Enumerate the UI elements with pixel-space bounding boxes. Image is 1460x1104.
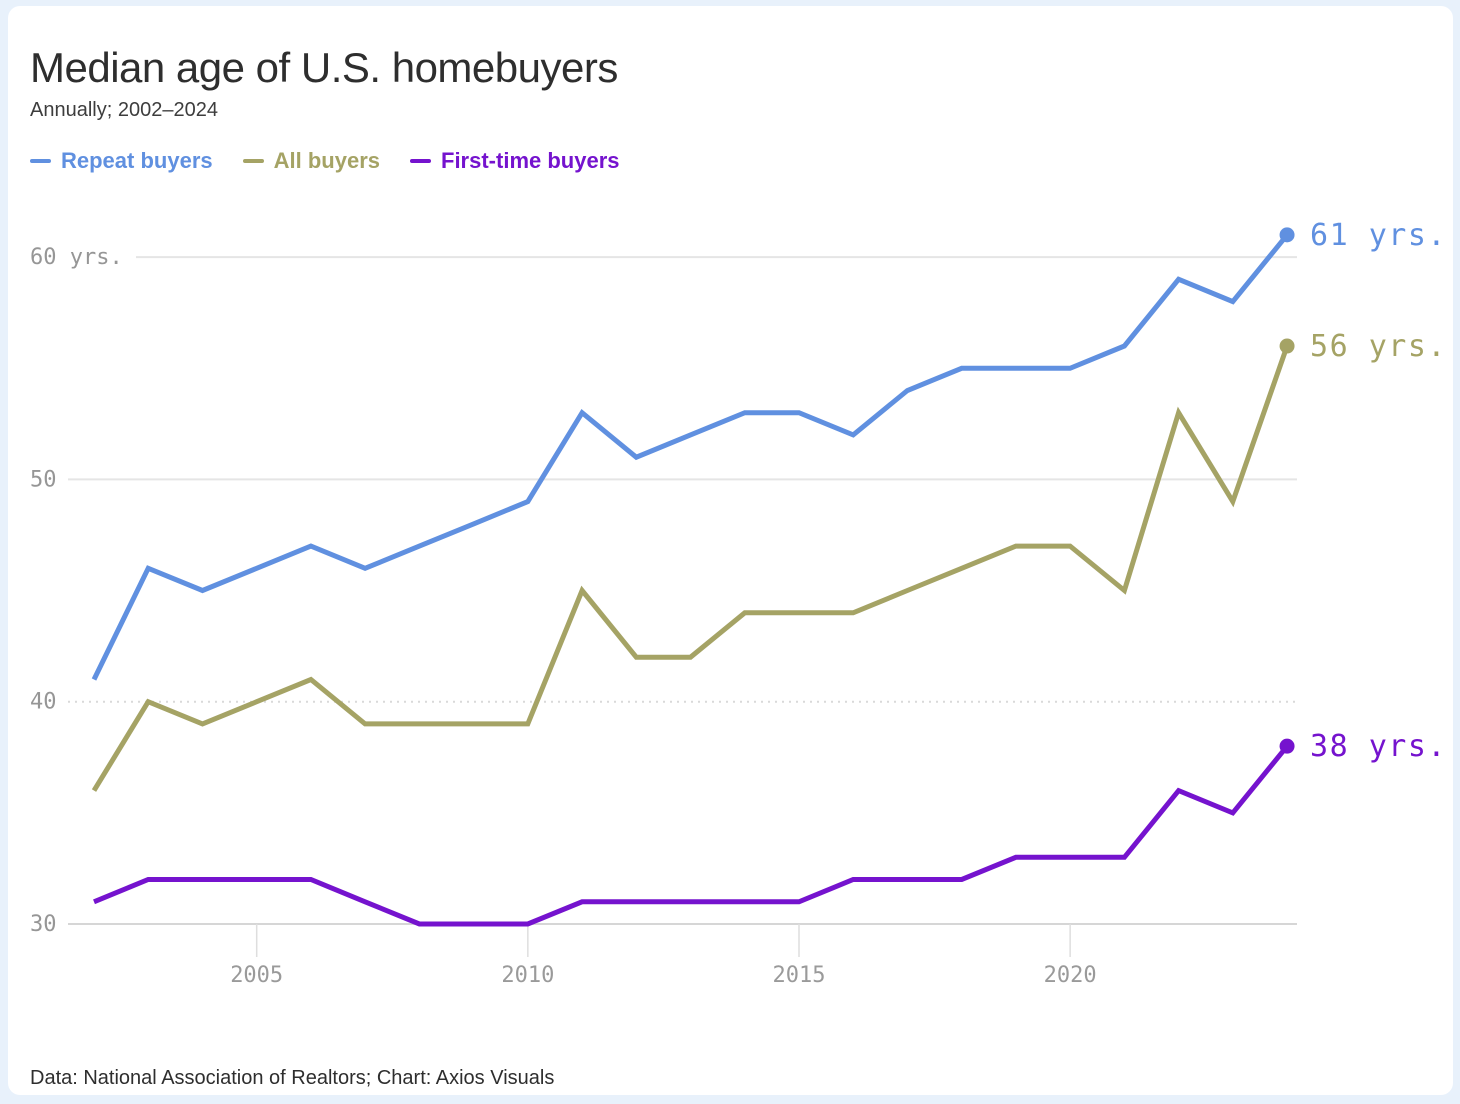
legend-item-all-buyers: All buyers bbox=[242, 148, 380, 174]
legend-dash-repeat-buyers-icon bbox=[30, 159, 51, 163]
x-axis-label-2015: 2015 bbox=[772, 963, 825, 988]
series-end-label-first-time-buyers: 38 yrs. bbox=[1310, 729, 1447, 764]
series-end-label-all-buyers: 56 yrs. bbox=[1310, 329, 1447, 364]
series-endpoint-first-time-buyers bbox=[1279, 738, 1295, 754]
y-axis-label-30: 30 bbox=[30, 912, 57, 937]
legend-dash-first-time-buyers-icon bbox=[410, 159, 431, 163]
legend-item-first-time-buyers: First-time buyers bbox=[410, 148, 620, 174]
series-line-all-buyers bbox=[91, 345, 1290, 792]
x-axis-label-2010: 2010 bbox=[501, 963, 554, 988]
page-title: Median age of U.S. homebuyers bbox=[30, 44, 618, 92]
series-line-repeat-buyers bbox=[91, 233, 1290, 681]
series-endpoint-all-buyers bbox=[1279, 338, 1295, 354]
legend-dash-all-buyers-icon bbox=[242, 159, 264, 163]
chart-subtitle: Annually; 2002–2024 bbox=[30, 99, 218, 121]
x-axis-label-2005: 2005 bbox=[230, 963, 283, 988]
legend-label-first-time-buyers: First-time buyers bbox=[441, 148, 620, 173]
x-axis-label-2020: 2020 bbox=[1044, 963, 1097, 988]
series-endpoint-repeat-buyers bbox=[1279, 227, 1295, 243]
source-credit: Data: National Association of Realtors; … bbox=[30, 1067, 555, 1089]
legend-label-all-buyers: All buyers bbox=[273, 148, 380, 173]
series-line-first-time-buyers bbox=[93, 744, 1290, 927]
legend-label-repeat-buyers: Repeat buyers bbox=[61, 148, 213, 173]
y-axis-label-40: 40 bbox=[30, 690, 57, 715]
chart-card bbox=[8, 6, 1453, 1095]
series-end-label-repeat-buyers: 61 yrs. bbox=[1310, 218, 1447, 253]
legend-item-repeat-buyers: Repeat buyers bbox=[30, 148, 213, 174]
legend: Repeat buyers All buyers First-time buye… bbox=[30, 148, 620, 174]
y-axis-label-50: 50 bbox=[30, 467, 57, 492]
y-axis-label-60: 60 yrs. bbox=[30, 245, 123, 270]
